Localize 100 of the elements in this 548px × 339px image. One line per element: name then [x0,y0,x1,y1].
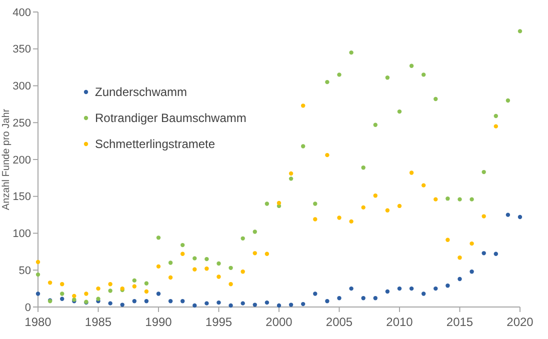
point [192,256,197,260]
x-tick-label: 2005 [326,315,353,329]
y-tick-label: 200 [12,154,31,166]
x-tick-label: 1985 [84,315,112,329]
point [337,216,342,220]
point [482,251,486,256]
point [313,202,318,206]
x-tick-label: 2020 [506,315,534,329]
y-tick-label: 0 [24,302,31,314]
point [132,299,136,304]
point [228,282,233,286]
point [228,266,233,270]
point [422,72,426,77]
point [349,286,354,291]
point [60,282,64,286]
point [252,230,257,234]
point [108,288,112,293]
y-tick-label: 50 [18,264,31,277]
point [494,124,498,128]
point [240,301,245,306]
point [482,214,486,218]
point [36,292,40,296]
point [385,76,390,80]
point [385,289,390,294]
point [458,255,462,260]
legend-label: Rotrandiger Baumschwamm [95,111,246,126]
point [108,301,112,306]
x-tick-label: 1995 [205,315,232,329]
point [84,292,88,296]
point [144,289,149,294]
y-tick-label: 300 [12,80,31,93]
point [192,267,197,272]
point [264,202,270,206]
point [240,270,245,274]
y-tick-label: 150 [12,191,31,204]
point [156,292,161,296]
point [325,299,330,304]
point [228,303,233,308]
point [518,29,522,34]
point [434,96,438,102]
y-tick-label: 100 [12,228,31,240]
point [204,266,209,271]
point [337,296,342,300]
y-tick-label: 350 [12,44,31,56]
point [446,238,450,242]
legend-label: Zunderschwamm [95,85,188,100]
point [397,286,402,291]
point [313,217,318,222]
x-tick-label: 2000 [266,315,293,329]
point [36,260,40,264]
point [108,282,112,286]
point [373,194,378,198]
point [240,236,245,241]
point [132,278,136,283]
point [409,170,414,175]
point [36,272,40,277]
x-tick-label: 2015 [446,315,474,329]
point [361,296,366,300]
point [288,176,294,181]
point [349,50,354,55]
point [397,204,402,208]
point [373,122,378,127]
point [337,72,342,77]
point [361,205,366,210]
point [72,294,76,298]
point [288,302,294,307]
point [361,166,366,170]
point [96,286,100,291]
point [385,208,390,212]
y-tick-label: 400 [12,6,31,19]
point [301,302,306,306]
point [96,296,100,301]
point [506,212,510,217]
point [168,299,173,304]
point [301,104,306,108]
point [470,197,474,202]
point [216,300,221,305]
point [192,303,197,308]
x-tick-label: 1990 [145,315,172,329]
point [446,196,450,201]
x-tick-label: 1980 [24,315,52,329]
point [252,251,257,256]
point [470,270,474,274]
point [276,200,282,206]
point [325,80,330,84]
point [482,170,486,174]
point [156,264,161,269]
x-tick-label: 2010 [386,315,414,329]
y-axis-title: Anzahl Funde pro Jahr [1,108,12,210]
point [132,284,136,288]
point [446,284,450,288]
point [144,299,149,304]
point [60,292,64,296]
point [325,152,330,158]
point [506,98,510,103]
point [264,300,270,305]
point [168,275,173,280]
point [458,197,462,202]
point [434,197,438,202]
point [180,242,185,248]
